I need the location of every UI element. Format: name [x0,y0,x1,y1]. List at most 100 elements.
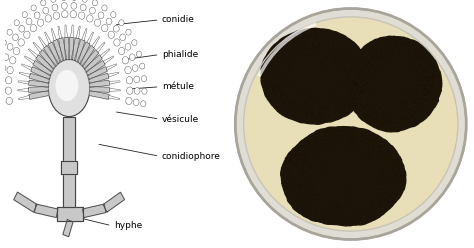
Point [420,93,428,97]
Point [361,76,368,80]
Point [380,185,388,189]
Point [359,75,366,79]
Point [379,76,386,80]
Point [401,56,408,60]
Point [352,217,360,221]
Point [322,139,329,143]
Point [288,52,295,56]
Point [362,134,369,138]
Point [301,179,308,183]
Point [383,197,391,201]
Point [289,191,297,195]
Point [388,170,396,174]
Point [297,163,304,167]
Point [309,109,316,113]
Point [359,191,367,195]
Point [275,85,283,89]
Point [282,99,290,103]
Point [425,54,433,58]
Point [341,82,349,86]
Point [431,78,439,82]
Point [303,35,310,39]
Point [342,218,349,222]
Point [271,67,278,71]
Point [300,179,307,183]
Point [409,111,416,115]
Point [379,121,387,125]
Point [331,45,338,49]
Point [420,62,428,66]
Point [327,138,335,142]
Point [312,137,319,141]
Point [432,81,439,85]
Point [410,87,417,91]
Point [305,32,313,36]
Point [297,144,305,148]
Point [401,99,409,103]
Point [374,198,382,202]
Point [290,167,298,171]
Point [370,175,378,179]
Point [292,32,300,36]
Point [392,173,400,177]
Point [342,210,350,214]
Point [345,76,352,80]
Point [348,216,356,220]
Point [387,181,395,185]
Point [328,134,336,138]
Point [367,63,375,67]
Point [354,60,362,63]
Point [412,95,419,99]
Point [339,213,346,217]
Point [401,40,409,44]
Point [276,59,283,62]
Point [355,95,362,99]
Point [383,147,391,151]
Point [405,56,413,60]
Point [270,78,277,82]
Point [285,46,293,50]
Point [377,118,384,122]
Point [347,135,355,139]
Point [356,85,363,89]
Point [346,199,354,203]
Point [273,74,280,78]
Point [282,63,289,67]
Point [366,78,374,82]
Point [335,110,343,114]
Point [399,40,407,44]
Point [311,46,319,50]
Point [365,109,372,113]
Point [354,84,362,88]
Point [294,68,301,72]
Point [390,185,397,189]
Point [363,214,370,218]
Point [419,67,427,71]
Point [319,48,327,52]
Point [420,94,428,98]
Point [360,82,367,86]
Point [407,86,415,90]
Point [261,70,268,74]
Point [373,149,381,153]
Point [265,61,273,64]
Point [340,103,348,107]
Point [365,92,372,96]
Point [383,181,391,185]
Point [338,199,346,203]
Point [346,134,354,138]
Point [314,40,321,44]
Point [274,69,282,73]
Point [302,145,310,149]
Point [399,56,407,60]
Point [280,81,288,85]
Point [336,207,343,211]
Point [277,62,285,66]
Point [292,42,300,46]
Point [366,216,374,220]
Point [302,152,310,156]
Point [292,42,299,46]
Point [327,203,335,207]
Point [270,81,277,85]
Point [315,112,322,116]
